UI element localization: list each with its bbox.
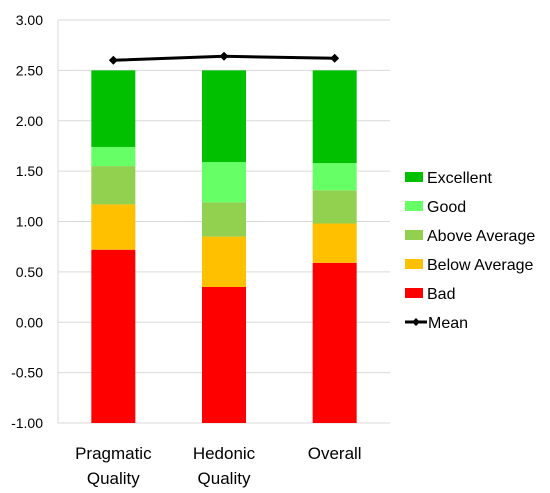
y-tick-label: 0.00: [16, 314, 43, 330]
bar-segment-above-average: [312, 190, 357, 224]
y-tick-label: -0.50: [11, 365, 43, 381]
bar-segment-good: [202, 162, 246, 203]
legend-swatch-good: [405, 201, 423, 211]
legend-swatch-below-average: [405, 259, 423, 269]
bar-segment-above-average: [202, 202, 246, 237]
bar-segment-excellent: [91, 70, 136, 147]
category-label: Hedonic: [193, 444, 256, 463]
mean-point: [108, 55, 118, 65]
bar-segment-below-average: [91, 204, 136, 250]
bar-segment-below-average: [202, 236, 246, 287]
bar-segment-bad: [202, 286, 246, 423]
legend-swatch-bad: [405, 288, 423, 298]
legend-label: Good: [427, 199, 466, 216]
legend-swatch-excellent: [405, 172, 423, 182]
mean-point: [219, 51, 229, 61]
legend: Excellent Good Above Average Below Average B…: [405, 170, 535, 332]
y-tick-label: 2.00: [16, 113, 43, 129]
bar-segment-excellent: [312, 70, 357, 164]
y-tick-label: 0.50: [16, 264, 43, 280]
bars: [91, 70, 357, 423]
legend-label: Excellent: [427, 170, 492, 187]
category-label: Overall: [308, 444, 362, 463]
y-tick-label: 1.50: [16, 163, 43, 179]
y-tick-label: 1.00: [16, 214, 43, 230]
bar-segment-good: [91, 146, 136, 167]
legend-label: Above Average: [427, 228, 535, 245]
legend-swatch-above-average: [405, 230, 423, 240]
bar-segment-bad: [312, 262, 357, 423]
category-label: Quality: [198, 469, 251, 488]
y-tick-label: 2.50: [16, 62, 43, 78]
mean-point: [330, 53, 340, 63]
legend-label: Mean: [428, 315, 468, 332]
bar-segment-excellent: [202, 70, 246, 163]
bar-segment-bad: [91, 249, 136, 423]
category-label: Pragmatic: [75, 444, 152, 463]
x-axis-categories: Pragmatic Quality Hedonic Quality Overall: [75, 444, 362, 488]
category-label: Quality: [87, 469, 140, 488]
bar-segment-above-average: [91, 166, 136, 205]
bar-segment-good: [312, 163, 357, 191]
y-axis-ticks: -1.00 -0.50 0.00 0.50 1.00 1.50 2.00 2.50 3.00: [11, 12, 43, 431]
bar-segment-below-average: [312, 223, 357, 263]
legend-label: Bad: [427, 286, 455, 303]
legend-marker-mean: [412, 318, 420, 326]
mean-line: [108, 51, 340, 65]
y-tick-label: -1.00: [11, 415, 43, 431]
y-tick-label: 3.00: [16, 12, 43, 28]
legend-label: Below Average: [427, 257, 534, 274]
